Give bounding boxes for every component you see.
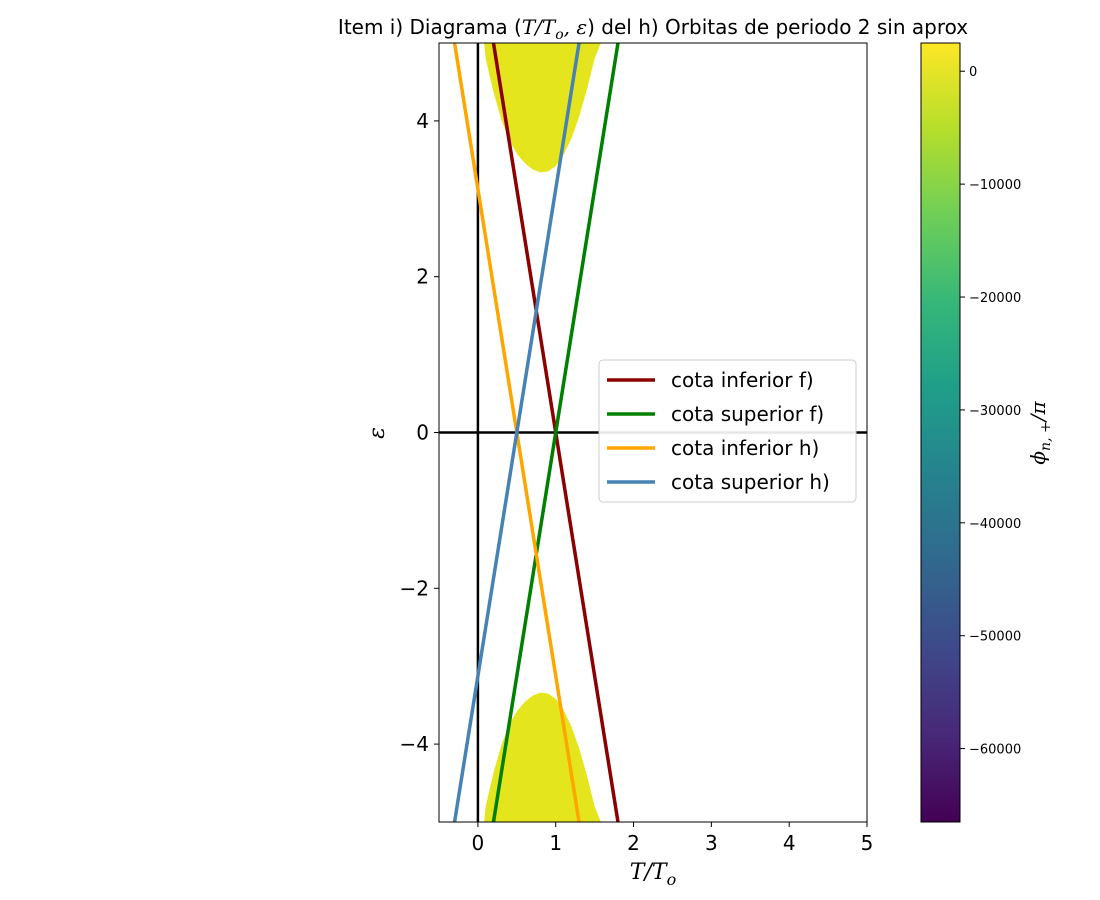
x-tick-label: 2 [627,831,640,855]
heatmap-layer [484,43,601,822]
colorbar-tick-label: −30000 [969,404,1021,419]
y-tick-label: −2 [400,576,429,600]
y-tick-label: −4 [400,732,429,756]
colorbar-tick-label: 0 [969,65,977,80]
colorbar-ticks: 0 −10000 −20000 −30000 −40000 −50000 −60000 [960,65,1021,758]
series-line-1 [491,43,620,822]
x-tick-label: 4 [783,831,796,855]
x-tick-label: 3 [705,831,718,855]
legend: cota inferior f) cota superior f) cota inf… [598,359,857,503]
y-tick-label: 4 [416,109,429,133]
colorbar-tick-label: −40000 [969,517,1021,532]
heatmap-region-bottom [484,692,601,822]
legend-label: cota inferior h) [671,436,819,460]
colorbar: 0 −10000 −20000 −30000 −40000 −50000 −60000 ϕn… [920,42,1054,823]
colorbar-label: ϕn, +/π [1026,401,1054,465]
x-axis-label: T/To [630,860,676,889]
colorbar-tick-label: −10000 [969,178,1021,193]
colorbar-tick-label: −60000 [969,743,1021,758]
legend-label: cota superior f) [671,402,824,426]
colorbar-frame [920,42,961,823]
colorbar-tick-label: −20000 [969,291,1021,306]
colorbar-tick-label: −50000 [969,630,1021,645]
x-tick-label: 5 [861,831,874,855]
y-tick-label: 2 [416,265,429,289]
legend-label: cota superior h) [671,470,830,494]
y-tick-label: 0 [416,421,429,445]
heatmap-region-top [484,43,601,173]
chart-title: Item i) Diagrama (T/To, ε) del h) Orbita… [338,15,968,43]
y-axis-ticks: −4 −2 0 2 4 [400,109,439,756]
x-tick-label: 1 [549,831,562,855]
y-axis-label: ε [365,427,390,439]
legend-label: cota inferior f) [671,368,814,392]
x-tick-label: 0 [472,831,485,855]
x-axis-ticks: 0 1 2 3 4 5 [472,822,874,855]
series-layer [452,43,620,822]
colorbar-gradient [921,43,960,822]
legend-box [598,359,857,503]
series-line-3 [452,43,581,822]
